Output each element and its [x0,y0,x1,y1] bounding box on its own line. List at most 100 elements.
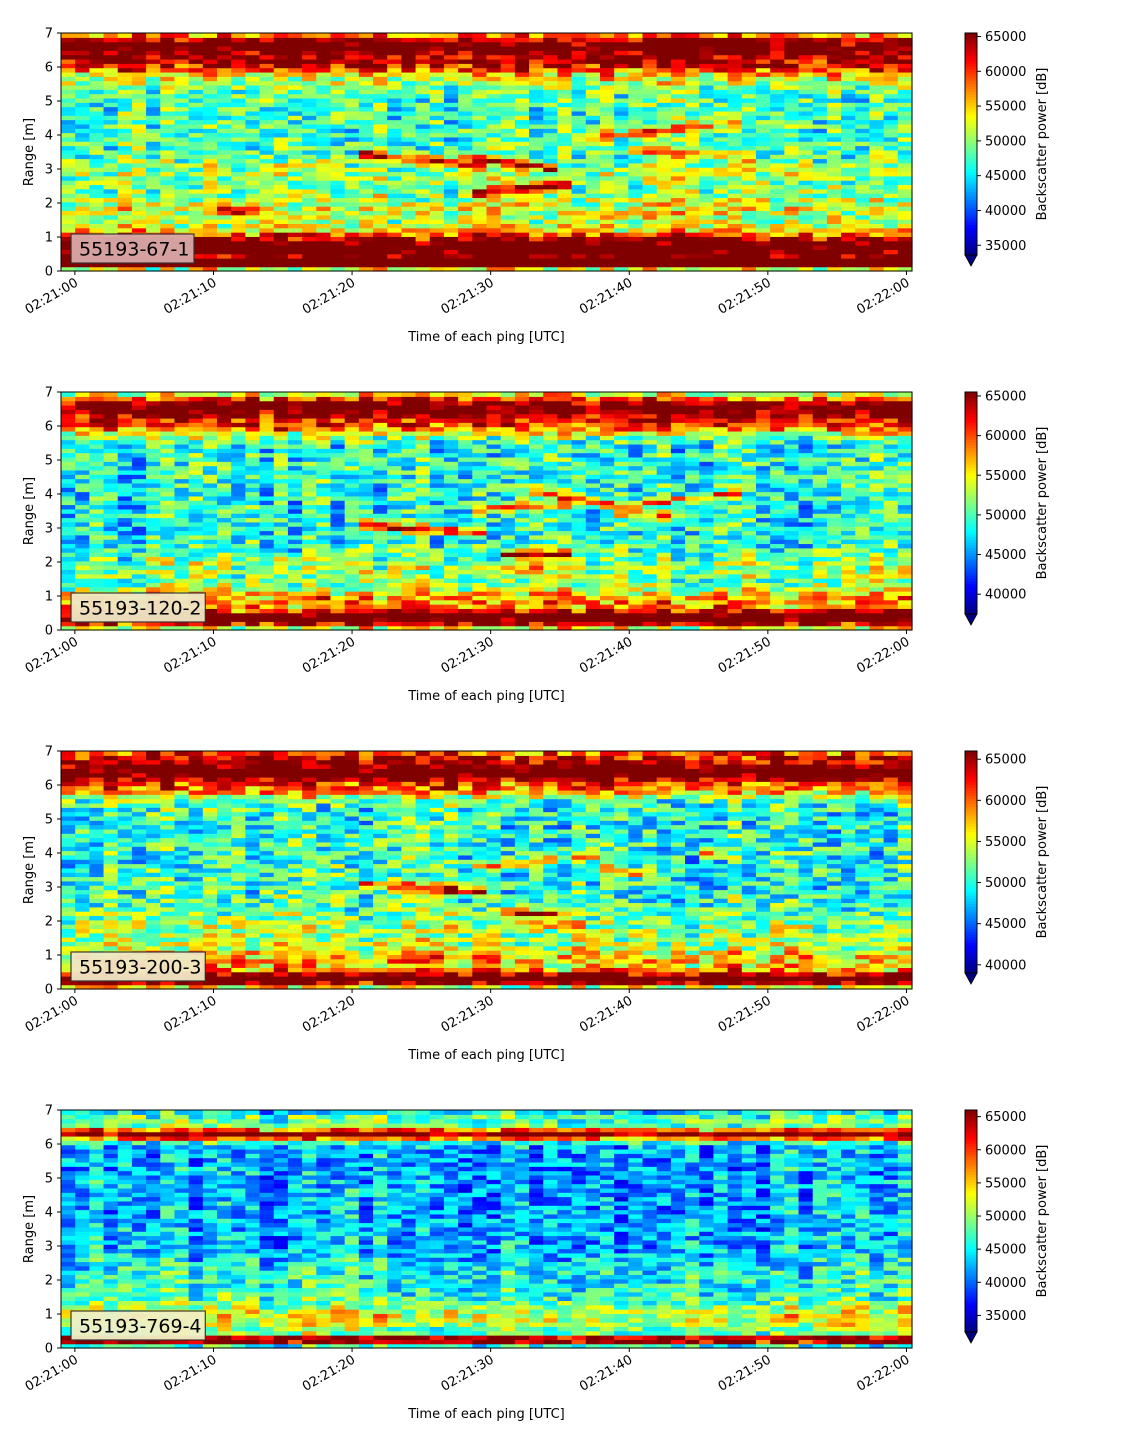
x-tick-label: 02:21:40 [577,1352,635,1394]
y-tick-label: 0 [45,624,53,639]
x-tick-label: 02:21:30 [439,993,497,1035]
colorbar-segment [965,1157,977,1161]
colorbar-segment [965,881,977,885]
colorbar-extend-arrow [964,972,978,985]
colorbar-segment [965,1137,977,1142]
colorbar-segment [965,1282,977,1286]
colorbar-label: Backscatter power [dB] [1035,786,1050,939]
colorbar-segment [965,1118,977,1122]
colorbar-segment [965,789,977,794]
colorbar-tick-label: 50000 [985,1210,1026,1225]
colorbar-segment [965,1243,977,1247]
plot-frame [60,750,913,990]
colorbar-segment [965,767,977,772]
colorbar-segment [965,405,977,410]
colorbar-tick-label: 65000 [985,389,1026,404]
colorbar-extend-arrow [964,1331,978,1344]
colorbar-segment [965,94,977,98]
y-tick-label: 1 [45,949,53,964]
colorbar-segment [965,784,977,788]
colorbar-segment [965,38,977,42]
colorbar-segment [965,1273,977,1278]
colorbar-segment [965,831,977,835]
colorbar-segment [965,900,977,905]
colorbar-segment [965,466,977,471]
y-tick-label: 7 [45,27,53,42]
colorbar-segment [965,1146,977,1150]
colorbar-segment [965,1237,977,1242]
colorbar-segment [965,171,977,176]
colorbar-segment [965,66,977,70]
colorbar-segment [965,597,977,601]
colorbar-segment [965,823,977,827]
colorbar-segment [965,1212,977,1217]
colorbar-segment [965,1279,977,1283]
colorbar-segment [965,210,977,214]
colorbar-segment [965,105,977,109]
colorbar-segment [965,762,977,766]
colorbar-segment [965,892,977,896]
y-tick-label: 4 [45,847,53,862]
colorbar-segment [965,1318,977,1322]
colorbar-segment [965,1182,977,1186]
colorbar-segment [965,428,977,432]
colorbar-segment [965,469,977,474]
plot-frame [60,391,913,631]
colorbar-segment [965,1229,977,1233]
y-tick-label: 5 [45,1172,53,1187]
colorbar-segment [965,547,977,551]
colorbar-segment [965,1173,977,1178]
colorbar-segment [965,157,977,162]
colorbar: 40000 45000 50000 55000 60000 65000 Backscatte… [964,389,1050,626]
colorbar-segment [965,550,977,554]
y-axis-label: Range [m] [22,836,37,904]
y-tick-label: 1 [45,590,53,605]
colorbar-segment [965,110,977,115]
colorbar-segment [965,450,977,454]
colorbar-segment [965,967,977,971]
colorbar-segment [965,961,977,966]
x-tick-label: 02:21:50 [716,634,774,676]
colorbar-segment [965,1320,977,1325]
y-tick-label: 4 [45,488,53,503]
x-tick-label: 02:21:30 [439,1352,497,1394]
colorbar-segment [965,480,977,485]
colorbar-segment [965,127,977,131]
colorbar-segment [965,909,977,913]
colorbar-segment [965,970,977,974]
colorbar-segment [965,1262,977,1267]
colorbar-segment [965,241,977,245]
x-tick-label: 02:22:00 [854,1352,912,1394]
colorbar-segment [965,433,977,438]
panel-4: 0 1 2 3 4 5 6 7 02:21:00 02:21:10 02:21:20 02:21:30… [22,1104,1050,1423]
colorbar-segment [965,99,977,103]
colorbar-segment [965,1126,977,1131]
colorbar-segment [965,577,977,582]
panel-label-box [70,592,206,623]
colorbar-segment [965,1259,977,1264]
colorbar-segment [965,238,977,242]
y-tick-label: 0 [45,265,53,280]
colorbar-segment [965,397,977,401]
panel-label-text: 55193-200-3 [79,957,202,979]
y-tick-label: 2 [45,915,53,930]
x-axis-label: Time of each ping [UTC] [407,330,565,345]
colorbar-segment [965,920,977,924]
colorbar-segment [965,152,977,156]
colorbar-segment [965,850,977,855]
colorbar-segment [965,60,977,65]
y-tick-label: 2 [45,197,53,212]
colorbar-segment [965,85,977,90]
colorbar-segment [965,82,977,87]
colorbar-segment [965,249,977,253]
colorbar-segment [965,486,977,490]
colorbar-segment [965,185,977,190]
y-tick-label: 6 [45,1138,53,1153]
colorbar-segment [965,798,977,802]
colorbar-segment [965,566,977,571]
colorbar-segment [965,503,977,507]
colorbar-segment [965,414,977,418]
colorbar-segment [965,505,977,510]
colorbar-segment [965,408,977,413]
